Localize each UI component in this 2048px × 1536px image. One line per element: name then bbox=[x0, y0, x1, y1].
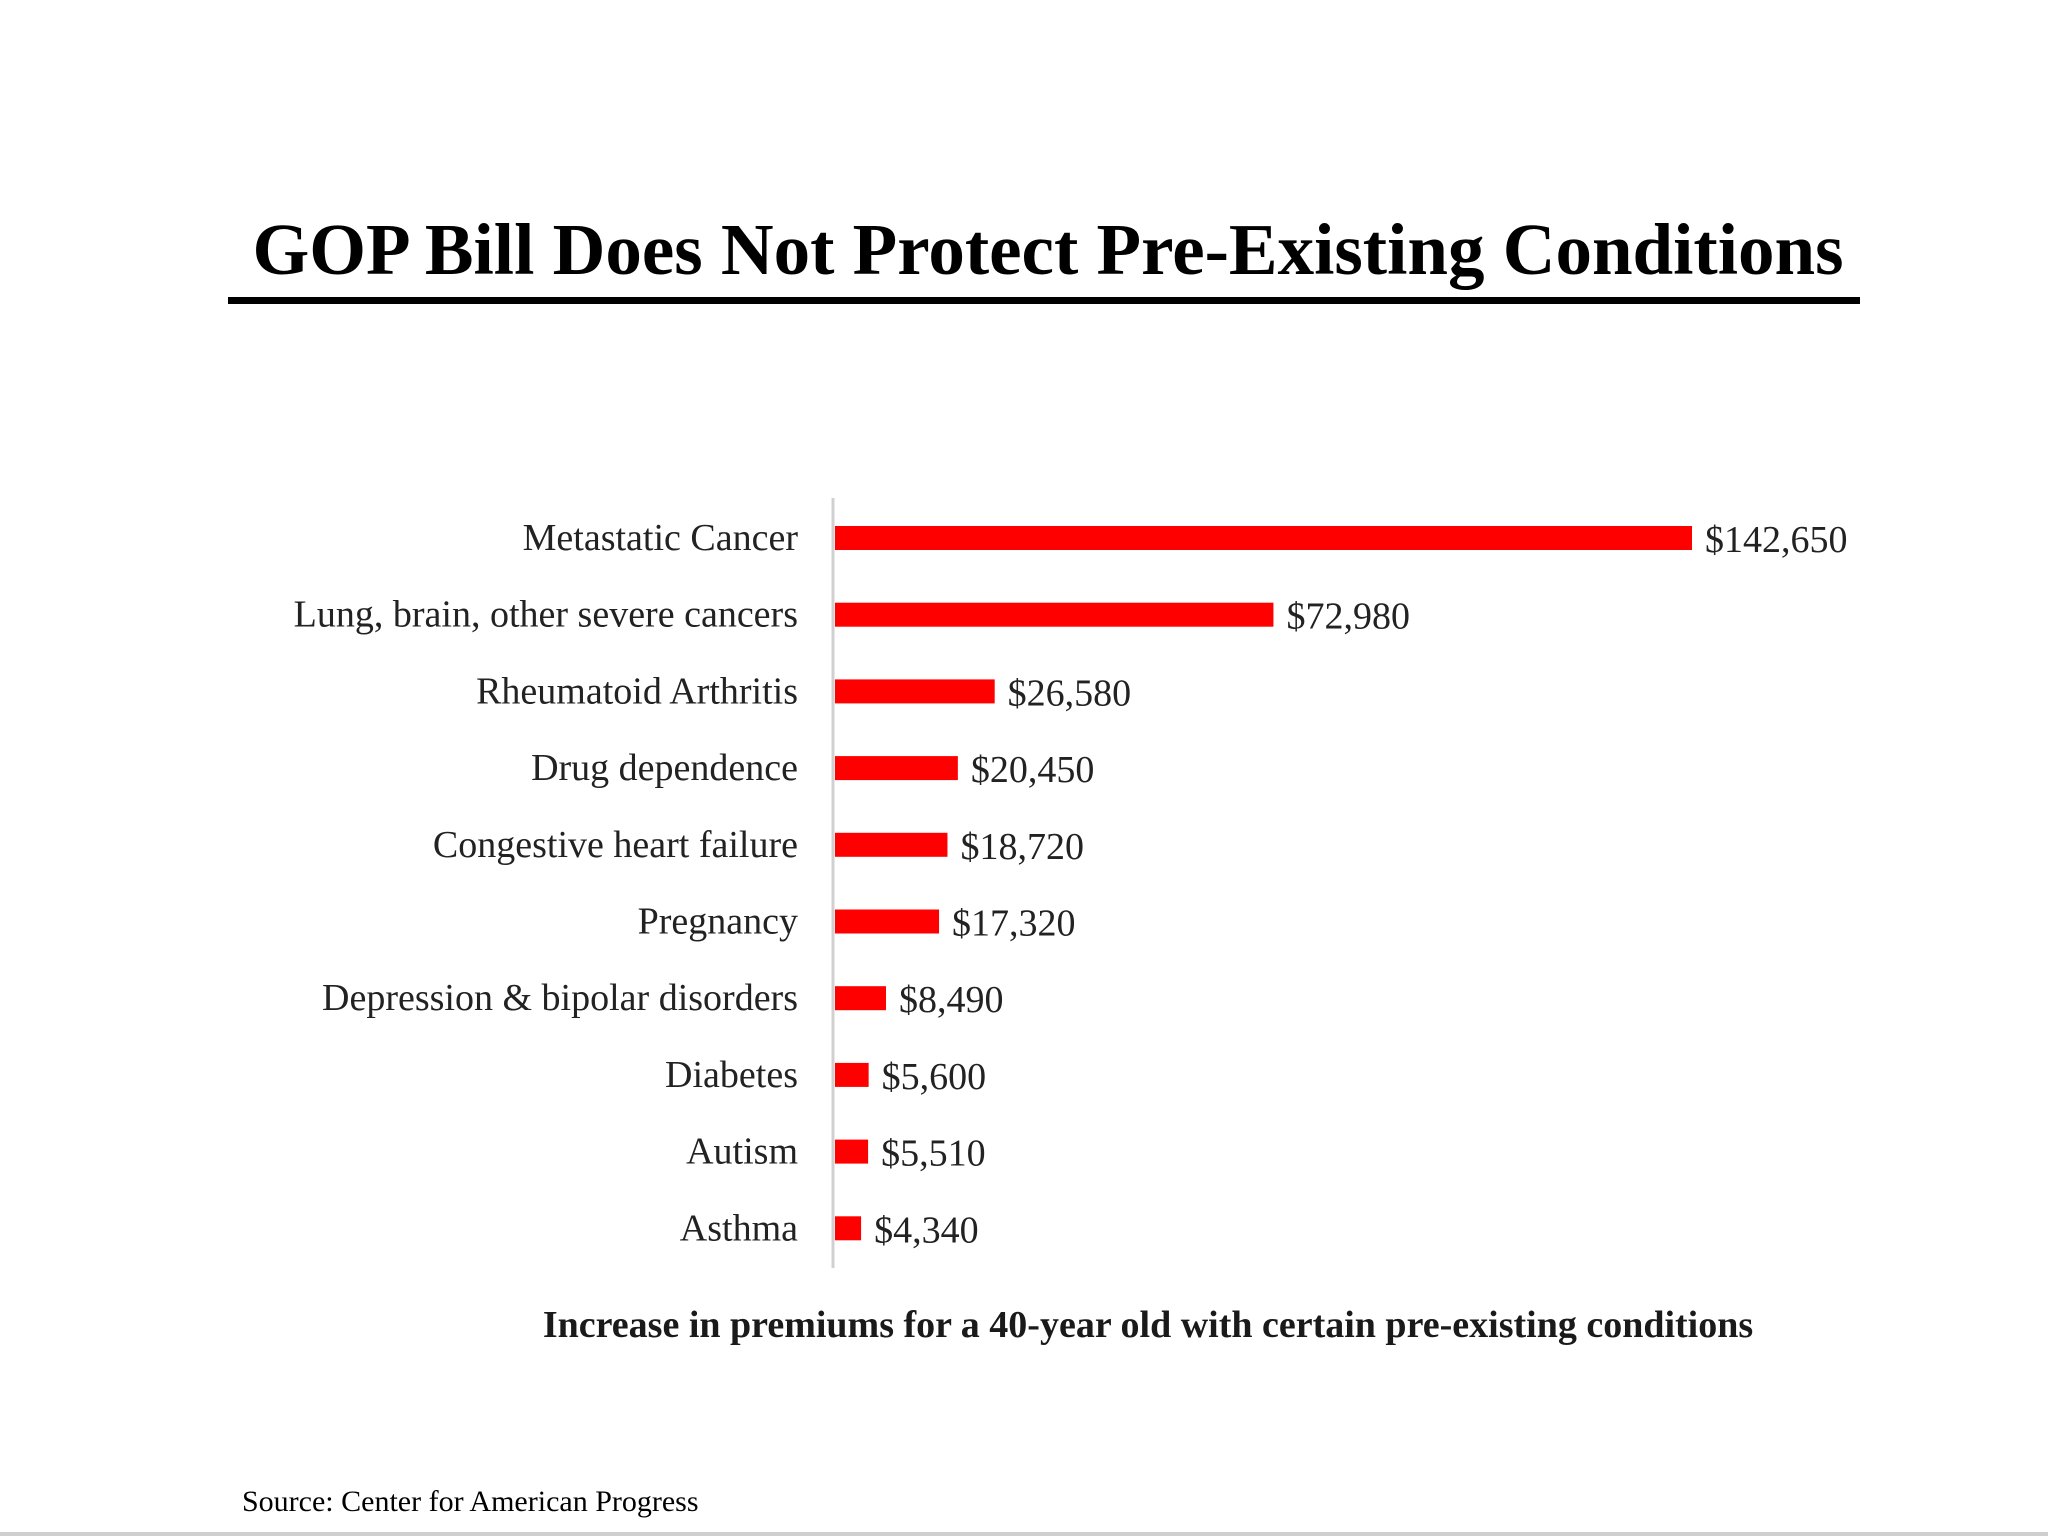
value-label: $18,720 bbox=[960, 826, 1084, 868]
bar bbox=[835, 986, 887, 1011]
value-label: $17,320 bbox=[952, 903, 1075, 945]
value-label: $8,490 bbox=[899, 979, 1004, 1021]
value-label: $72,980 bbox=[1286, 596, 1410, 638]
category-label: Drug dependence bbox=[531, 747, 798, 789]
bar bbox=[835, 526, 1692, 550]
value-label: $20,450 bbox=[971, 749, 1095, 791]
bar bbox=[835, 1139, 869, 1164]
chart-title: GOP Bill Does Not Protect Pre-Existing C… bbox=[252, 209, 1844, 290]
bar bbox=[835, 756, 958, 781]
source-note: Source: Center for American Progress bbox=[242, 1485, 699, 1518]
category-label: Rheumatoid Arthritis bbox=[476, 670, 798, 712]
bar bbox=[835, 909, 940, 934]
category-label: Metastatic Cancer bbox=[523, 517, 799, 559]
value-label: $142,650 bbox=[1705, 519, 1848, 561]
bar bbox=[835, 679, 995, 704]
bars-group: Metastatic Cancer $142,650 Lung, brain, ot… bbox=[294, 517, 1848, 1251]
bar bbox=[835, 602, 1274, 627]
category-label: Diabetes bbox=[665, 1054, 798, 1096]
category-label: Pregnancy bbox=[638, 901, 798, 943]
title-underline bbox=[228, 297, 1860, 304]
bar bbox=[835, 1062, 869, 1087]
value-label: $5,600 bbox=[882, 1056, 987, 1098]
x-axis-caption: Increase in premiums for a 40-year old w… bbox=[542, 1304, 1754, 1346]
bottom-border bbox=[0, 1532, 2048, 1536]
bar bbox=[835, 1216, 862, 1241]
value-label: $4,340 bbox=[874, 1209, 979, 1251]
value-label: $5,510 bbox=[881, 1133, 986, 1175]
category-label: Lung, brain, other severe cancers bbox=[294, 594, 798, 636]
value-label: $26,580 bbox=[1008, 672, 1132, 714]
category-label: Congestive heart failure bbox=[433, 824, 798, 866]
category-label: Depression & bipolar disorders bbox=[322, 977, 798, 1019]
category-label: Asthma bbox=[680, 1207, 798, 1249]
bar bbox=[835, 832, 948, 857]
category-label: Autism bbox=[686, 1131, 798, 1173]
